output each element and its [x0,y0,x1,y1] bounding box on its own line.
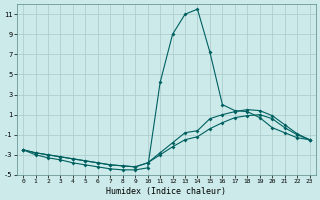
X-axis label: Humidex (Indice chaleur): Humidex (Indice chaleur) [106,187,226,196]
